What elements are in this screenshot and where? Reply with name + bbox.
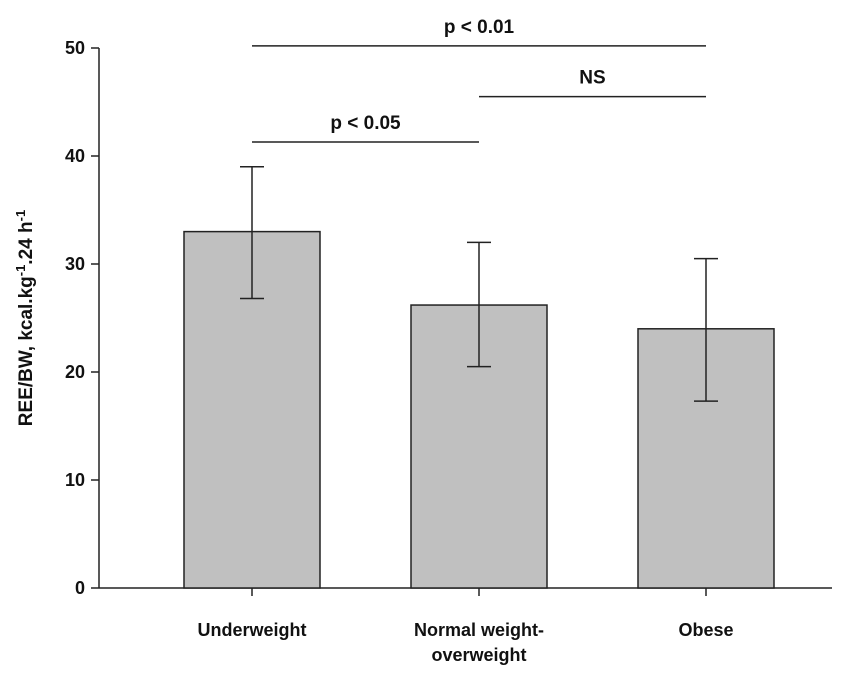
y-tick-label: 0 xyxy=(75,578,85,598)
y-axis-label-superscript: -1 xyxy=(13,265,28,277)
y-tick-label: 40 xyxy=(65,146,85,166)
y-axis-label-text: REE/BW, kcal.kg xyxy=(16,276,37,426)
y-axis-label: REE/BW, kcal.kg-1.24 h-1 xyxy=(13,210,38,426)
y-tick-label: 30 xyxy=(65,254,85,274)
x-tick-label: Obese xyxy=(678,620,733,640)
y-tick-label: 10 xyxy=(65,470,85,490)
error-bars xyxy=(240,166,718,402)
significance-label: NS xyxy=(579,68,605,89)
x-tick-label: Underweight xyxy=(197,620,306,640)
significance-label: p < 0.01 xyxy=(444,17,515,38)
axes: 0 10 20 30 40 50 Underweight Normal weight-over… xyxy=(65,38,832,665)
significance-brackets: p < 0.01 NS p < 0.05 xyxy=(252,17,706,143)
x-tick-label: Normal weight- xyxy=(414,620,544,640)
y-tick-label: 20 xyxy=(65,362,85,382)
y-axis-label-text: .24 h xyxy=(16,221,37,264)
y-tick-label: 50 xyxy=(65,38,85,58)
significance-label: p < 0.05 xyxy=(330,113,401,134)
y-axis-label-superscript: -1 xyxy=(13,210,28,222)
x-tick-label: overweight xyxy=(431,645,526,665)
